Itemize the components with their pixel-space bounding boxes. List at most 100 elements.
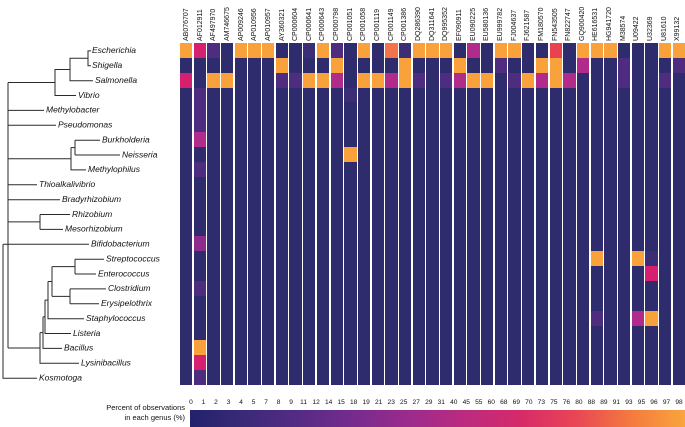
heatmap-cell [193,57,206,73]
heatmap-cell [289,251,302,267]
heatmap-cell [617,161,631,177]
heatmap-cell [440,295,453,311]
heatmap-cell [316,355,330,371]
column-label: DQ995352 [442,7,450,41]
heatmap-cell [522,280,535,296]
heatmap-cell [659,191,672,207]
heatmap-cell [316,43,330,58]
heatmap-cell [303,310,316,326]
heatmap-cell [330,191,343,207]
heatmap-cell [275,161,289,177]
heatmap-cell [604,161,617,177]
heatmap-cell [248,132,261,148]
genus-labels: Escherichia Shigella Salmonella Vibrio Methy… [39,45,161,382]
heatmap-cell [659,206,672,222]
heatmap-cell [508,266,521,281]
heatmap-cell [289,176,302,192]
heatmap-cell [234,206,248,222]
heatmap-cell [398,132,412,148]
colorbar-tick: 40 [450,399,458,406]
heatmap-cell [467,206,480,222]
phylogenetic-tree: Escherichia Shigella Salmonella Vibrio Methy… [2,45,161,382]
heatmap-cell [672,57,685,73]
heatmap-cell [563,176,576,192]
heatmap-cell [344,87,357,103]
heatmap-cell [180,72,193,88]
heatmap-cell [398,221,412,237]
heatmap-cell [672,72,685,88]
heatmap-cell [604,266,617,281]
heatmap-cell [604,325,617,341]
heatmap-cell [412,43,425,58]
heatmap-cell [645,310,658,326]
heatmap-cell [303,57,316,73]
heatmap-cell [453,266,467,281]
genus-label: Thioalkalivibrio [39,179,95,189]
heatmap-cell [590,251,603,267]
heatmap-cell [180,266,193,281]
genus-label: Bifidobacterium [91,239,150,249]
heatmap-cell [672,176,685,192]
heatmap-cell [207,72,220,88]
heatmap-cell [549,295,562,311]
heatmap-cell [617,355,631,371]
heatmap-cell [453,280,467,296]
colorbar-gradient [190,410,685,427]
heatmap-cell [467,295,480,311]
heatmap-cell [440,132,453,148]
heatmap-cell [481,132,494,148]
heatmap-cell [659,117,672,133]
heatmap-cell [631,147,644,162]
genus-label: Salmonella [95,75,137,85]
heatmap-cell [221,370,234,385]
heatmap-cell [385,266,398,281]
heatmap-cell [522,72,535,88]
heatmap-cell [508,310,521,326]
heatmap-cell [494,43,508,58]
heatmap-cell [467,310,480,326]
colorbar-label: Percent of observations in each genus (%… [55,403,185,422]
heatmap-cell [522,117,535,133]
heatmap-cell [398,57,412,73]
heatmap-cell [617,176,631,192]
heatmap-cell [234,147,248,162]
heatmap-cell [467,43,480,58]
heatmap-cell [563,191,576,207]
heatmap-cell [617,340,631,356]
heatmap-cell [426,191,439,207]
column-label: EU999782 [496,7,504,41]
heatmap-cell [303,355,316,371]
heatmap-cell [412,147,425,162]
heatmap-cell [659,251,672,267]
genus-label: Vibrio [78,90,100,100]
heatmap-cell [234,43,248,58]
heatmap-cell [344,325,357,341]
heatmap-cell [221,310,234,326]
heatmap-cell [371,251,384,267]
heatmap-cell [234,221,248,237]
heatmap-cell [344,72,357,88]
heatmap-cell [645,147,658,162]
heatmap-cell [398,251,412,267]
colorbar-tick: 88 [587,399,596,406]
heatmap-cell [645,236,658,252]
heatmap-cell [262,191,275,207]
heatmap-cell [576,57,590,73]
tree-branches [2,50,120,379]
heatmap-cell [303,87,316,103]
heatmap-cell [385,340,398,356]
heatmap-cell [275,340,289,356]
heatmap-cell [563,251,576,267]
heatmap-cell [535,251,549,267]
heatmap-cell [221,191,234,207]
genus-label: Rhizobium [72,209,112,219]
heatmap-cell [590,206,603,222]
heatmap-cell [385,221,398,237]
heatmap-cell [563,147,576,162]
heatmap-cell [522,340,535,356]
heatmap-cell [385,191,398,207]
heatmap-cell [549,87,562,103]
heatmap-cell [522,310,535,326]
heatmap-cell [672,340,685,356]
heatmap-cell [316,206,330,222]
